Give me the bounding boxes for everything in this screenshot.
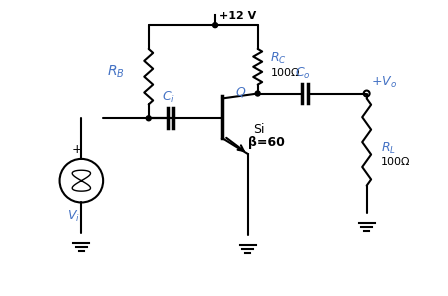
- Text: +12 V: +12 V: [219, 11, 256, 21]
- Text: $V_i$: $V_i$: [68, 208, 81, 223]
- Text: $R_B$: $R_B$: [107, 64, 125, 80]
- Text: $Q$: $Q$: [235, 85, 246, 99]
- Text: $R_C$: $R_C$: [270, 51, 286, 66]
- Text: Si: Si: [253, 123, 264, 136]
- Text: 100Ω: 100Ω: [271, 68, 300, 78]
- Text: +: +: [72, 143, 83, 156]
- Text: $C_i$: $C_i$: [162, 90, 175, 105]
- Text: $C_o$: $C_o$: [295, 65, 311, 81]
- Circle shape: [146, 116, 151, 121]
- Text: $+V_o$: $+V_o$: [370, 75, 396, 90]
- Text: $R_L$: $R_L$: [380, 140, 396, 156]
- Text: β=60: β=60: [248, 136, 284, 149]
- Circle shape: [255, 91, 260, 96]
- Text: 100Ω: 100Ω: [380, 157, 410, 167]
- Circle shape: [213, 23, 218, 28]
